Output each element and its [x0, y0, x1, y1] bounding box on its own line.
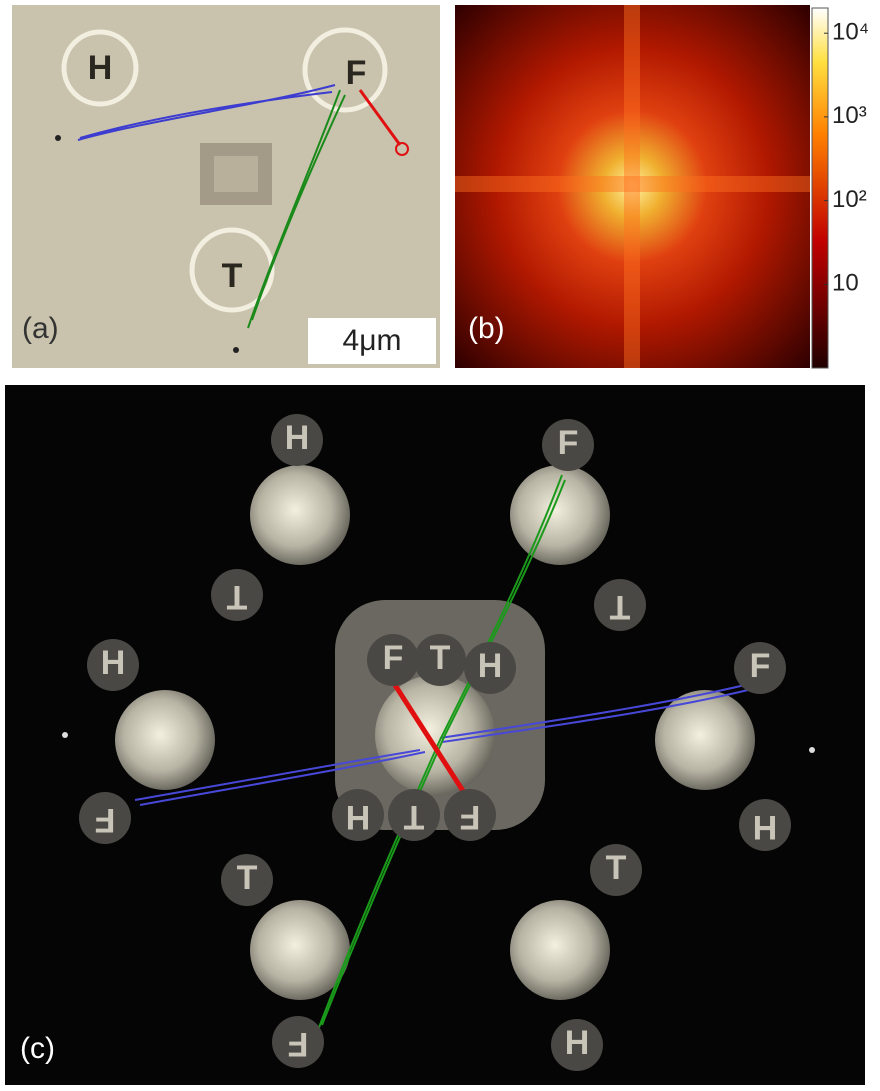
colorbar — [812, 8, 828, 368]
dot — [809, 747, 815, 753]
letter: T — [606, 849, 627, 887]
letter: F — [288, 1025, 309, 1063]
letter: H — [346, 798, 371, 836]
letter: F — [558, 424, 579, 462]
dot — [233, 347, 239, 353]
disk — [250, 465, 350, 565]
panel-label: (b) — [468, 312, 505, 345]
colorbar-tick-label: 10³ — [832, 102, 867, 129]
panel-label: (a) — [22, 312, 59, 345]
letter: F — [383, 639, 404, 677]
letter: H — [753, 808, 778, 846]
scale-bar-label: 4μm — [343, 324, 402, 357]
disk — [115, 690, 215, 790]
panel-a: 4μm (a) — [12, 5, 440, 368]
square-inner — [214, 156, 258, 192]
dot — [55, 135, 61, 141]
letter: T — [609, 588, 630, 626]
letter: T — [226, 578, 247, 616]
center-disk — [375, 675, 495, 795]
streak-v — [624, 5, 640, 368]
disk — [510, 900, 610, 1000]
colorbar-tick-label: 10 — [832, 270, 859, 297]
letter: F — [95, 801, 116, 839]
letter: F — [750, 647, 771, 685]
letter: F — [346, 54, 367, 92]
letter: T — [430, 639, 451, 677]
figure: 4μm (a) (b) (c) HTFTHFFHTFTHFTHHTF HFT10… — [0, 0, 880, 1091]
letter: H — [565, 1024, 590, 1062]
letter: H — [285, 419, 310, 457]
letter: T — [403, 798, 424, 836]
dot — [62, 732, 68, 738]
letter: H — [101, 644, 126, 682]
letter: F — [460, 798, 481, 836]
panel-label: (c) — [20, 1032, 55, 1065]
letter: T — [237, 859, 258, 897]
letter: T — [222, 257, 243, 295]
disk — [655, 690, 755, 790]
colorbar-tick-label: 10⁴ — [832, 19, 869, 46]
letter: H — [88, 49, 113, 87]
letter: H — [478, 647, 503, 685]
panel-b: (b) — [455, 5, 828, 368]
colorbar-tick-label: 10² — [832, 186, 867, 213]
